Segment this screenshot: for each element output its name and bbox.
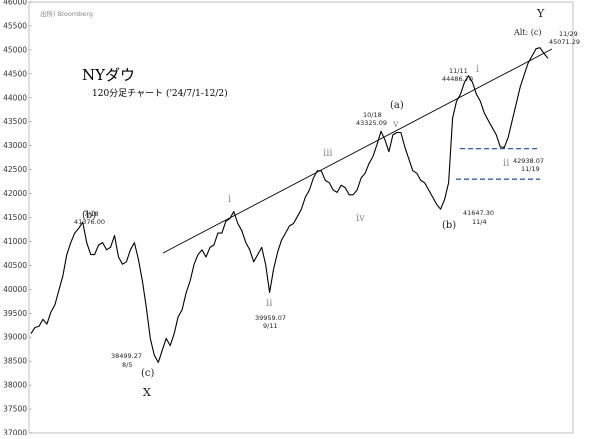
- y-tick-label: 38000: [3, 381, 27, 390]
- price-line: [30, 47, 549, 363]
- y-tick-label: 39500: [3, 309, 27, 318]
- series: [30, 47, 549, 363]
- wave-label-v: v: [392, 119, 399, 130]
- y-tick-label: 43500: [3, 117, 27, 126]
- y-tick-label: 41500: [3, 213, 27, 222]
- annot-date-5: 11/11: [449, 67, 468, 75]
- y-tick-label: 42000: [3, 189, 27, 198]
- chart-subtitle: 120分足チャート ('24/7/1-12/2): [92, 88, 228, 99]
- annot-date-3: 10/18: [363, 111, 382, 119]
- annot-value-2: 39959.07: [255, 314, 286, 322]
- y-tick-label: 43000: [3, 141, 27, 150]
- annot-date-1: 8/5: [122, 361, 132, 369]
- wave-label-a: (a): [390, 100, 404, 111]
- wave-label-iv: iv: [356, 213, 365, 224]
- wave-label-c: (c): [141, 368, 155, 379]
- wave-label-b1: (b): [82, 210, 96, 221]
- y-axis: 37000 37500 38000 38500 39000 39500 40000 40500…: [3, 0, 32, 438]
- trendline: [162, 48, 553, 254]
- annot-date-2: 9/11: [263, 322, 278, 330]
- chart-title: NYダウ: [82, 66, 135, 84]
- annot-value-1: 38499.27: [111, 352, 142, 360]
- annot-date-4: 11/4: [472, 218, 487, 226]
- y-tick-label: 40500: [3, 261, 27, 270]
- y-tick-label: 44000: [3, 93, 27, 102]
- annot-value-0: 41376.00: [74, 218, 105, 226]
- wave-label-i2: i: [476, 64, 479, 75]
- annot-value-4: 41647.30: [463, 209, 494, 217]
- annot-value-6: 42938.07: [513, 157, 544, 165]
- y-tick-label: 41000: [3, 237, 27, 246]
- y-tick-label: 40000: [3, 285, 27, 294]
- y-tick-label: 38500: [3, 357, 27, 366]
- annot-date-7: 11/29: [559, 30, 578, 38]
- y-tick-label: 46000: [3, 0, 27, 7]
- wave-label-ii2: ii: [503, 158, 509, 169]
- y-tick-label: 37000: [3, 429, 27, 436]
- y-tick-label: 45500: [3, 21, 27, 30]
- y-tick-label: 39000: [3, 333, 27, 342]
- wave-label-i: i: [228, 194, 231, 205]
- wave-label-ii: ii: [266, 298, 272, 309]
- annot-value-7: 45071.29: [549, 38, 580, 46]
- wave-label-x: X: [143, 386, 151, 399]
- wave-label-y: Y: [536, 7, 545, 20]
- chart-source: 出所) Bloomberg: [40, 9, 93, 18]
- wave-label-b2: (b): [442, 220, 456, 231]
- annot-value-3: 43325.09: [356, 119, 387, 127]
- annot-date-0: 7/18: [84, 210, 99, 218]
- wave-label-iii: iii: [323, 148, 333, 159]
- y-tick-label: 42500: [3, 165, 27, 174]
- y-tick-label: 44500: [3, 69, 27, 78]
- wave-label-alt-c: Alt: (c): [513, 28, 542, 37]
- annot-date-6: 11/19: [521, 165, 540, 173]
- y-tick-label: 37500: [3, 405, 27, 414]
- y-tick-label: 45000: [3, 45, 27, 54]
- annot-value-5: 44486.70: [442, 75, 473, 83]
- guide-lines: [162, 48, 553, 254]
